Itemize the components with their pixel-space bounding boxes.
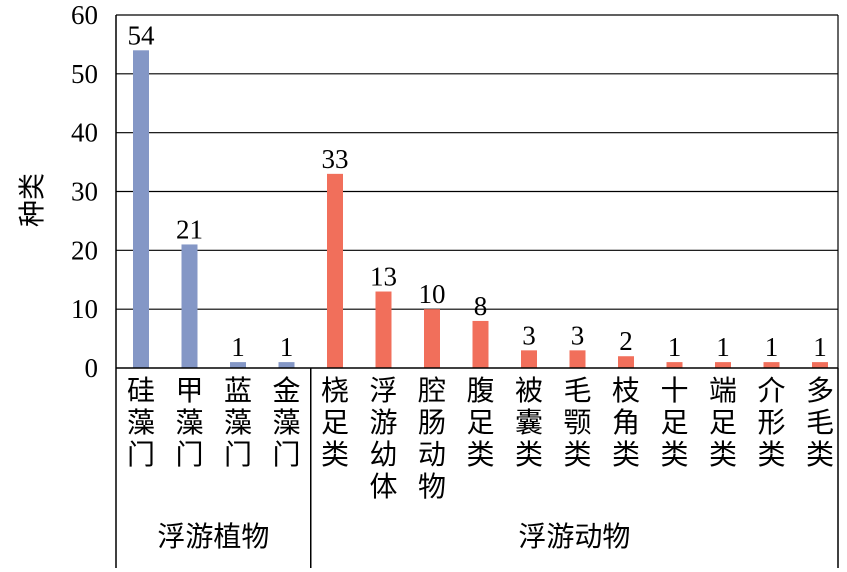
y-axis-title: 种类 [18, 173, 49, 227]
x-tick-label: 浮游幼体 [369, 374, 397, 503]
bar [278, 362, 295, 368]
gridlines [116, 14, 838, 310]
x-tick-label: 毛颚类 [563, 374, 591, 471]
x-tick-label: 甲藻门 [175, 374, 203, 471]
bar [666, 362, 683, 368]
y-tick-label: 30 [71, 177, 98, 207]
bar [763, 362, 780, 368]
data-label: 1 [765, 332, 779, 362]
data-label: 1 [716, 332, 730, 362]
data-label: 10 [419, 279, 446, 309]
y-tick-label: 40 [71, 118, 98, 148]
group-label: 浮游动物 [518, 520, 630, 553]
bar [812, 362, 828, 368]
data-label: 1 [280, 332, 294, 362]
bar [327, 173, 343, 368]
bar [569, 350, 586, 368]
data-label: 13 [370, 262, 397, 292]
x-tick-label: 蓝藻门 [224, 374, 252, 471]
x-tick-label: 腔肠动物 [418, 374, 446, 503]
x-tick-label: 枝角类 [612, 374, 640, 471]
bar [472, 320, 489, 368]
data-label: 1 [813, 332, 827, 362]
x-tick-label: 金藻门 [272, 374, 300, 471]
bar [230, 362, 246, 368]
y-tick-label: 20 [71, 235, 98, 265]
bars [133, 50, 828, 369]
bar [521, 350, 537, 368]
bar [715, 362, 731, 368]
bar [133, 50, 149, 369]
x-tick-label: 介形类 [757, 374, 785, 471]
x-tick-label: 多毛类 [806, 374, 834, 471]
y-tick-label: 50 [71, 59, 98, 89]
category-labels: 硅藻门甲藻门蓝藻门金藻门桡足类浮游幼体腔肠动物腹足类被囊类毛颚类枝角类十足类端足… [127, 374, 834, 503]
bar [375, 291, 392, 368]
data-label: 1 [668, 332, 682, 362]
data-label: 1 [231, 332, 245, 362]
data-label: 33 [322, 144, 349, 174]
y-tick-label: 10 [71, 294, 98, 324]
data-label: 2 [619, 326, 633, 356]
bar [618, 356, 634, 368]
data-label: 21 [176, 214, 203, 244]
data-label: 3 [522, 320, 536, 350]
x-tick-label: 端足类 [709, 374, 737, 471]
y-tick-labels: 0 10 20 30 40 50 60 [71, 0, 98, 383]
bar [181, 244, 198, 368]
x-tick-label: 被囊类 [515, 374, 543, 471]
group-labels: 浮游植物 浮游动物 [157, 520, 630, 553]
x-tick-label: 十足类 [660, 374, 688, 471]
x-tick-label: 腹足类 [466, 374, 494, 471]
y-tick-label: 0 [85, 353, 99, 383]
y-tick-label: 60 [71, 0, 98, 30]
x-tick-label: 硅藻门 [127, 374, 155, 471]
data-label: 8 [474, 291, 488, 321]
group-label: 浮游植物 [157, 520, 269, 553]
data-label: 54 [128, 20, 156, 50]
data-label: 3 [571, 320, 585, 350]
x-tick-label: 桡足类 [321, 374, 349, 471]
bar [424, 309, 440, 368]
axes [115, 15, 839, 568]
